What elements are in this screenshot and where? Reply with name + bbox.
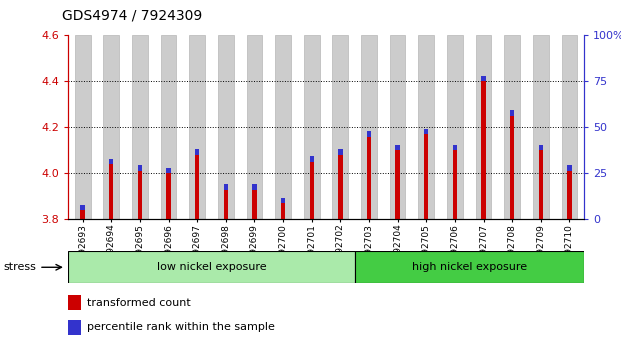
Bar bbox=[390, 35, 406, 219]
Bar bbox=[396, 150, 400, 219]
Bar bbox=[453, 145, 457, 150]
Bar bbox=[109, 159, 114, 164]
Bar bbox=[218, 35, 233, 219]
Text: high nickel exposure: high nickel exposure bbox=[412, 262, 527, 272]
Bar bbox=[538, 145, 543, 150]
Bar bbox=[281, 204, 285, 219]
Bar bbox=[504, 35, 520, 219]
Text: low nickel exposure: low nickel exposure bbox=[156, 262, 266, 272]
Bar bbox=[68, 295, 81, 310]
Bar bbox=[332, 35, 348, 219]
Bar bbox=[81, 210, 85, 219]
Bar bbox=[103, 35, 119, 219]
Bar bbox=[252, 190, 256, 219]
Bar bbox=[138, 165, 142, 171]
Bar bbox=[166, 173, 171, 219]
Bar bbox=[533, 35, 549, 219]
Bar bbox=[304, 35, 320, 219]
Bar bbox=[189, 35, 205, 219]
Bar bbox=[367, 131, 371, 137]
Bar bbox=[361, 35, 377, 219]
Text: GDS4974 / 7924309: GDS4974 / 7924309 bbox=[62, 9, 202, 23]
Bar bbox=[195, 155, 199, 219]
Bar bbox=[247, 35, 262, 219]
Bar bbox=[275, 35, 291, 219]
Bar bbox=[567, 171, 571, 219]
Bar bbox=[138, 171, 142, 219]
Bar bbox=[224, 190, 228, 219]
Bar bbox=[338, 155, 343, 219]
Bar bbox=[132, 35, 148, 219]
Bar bbox=[538, 150, 543, 219]
Bar bbox=[81, 205, 85, 210]
Bar bbox=[476, 35, 491, 219]
Bar bbox=[161, 35, 176, 219]
Bar bbox=[567, 165, 571, 171]
Bar bbox=[338, 149, 343, 155]
Bar bbox=[510, 116, 514, 219]
Bar bbox=[447, 35, 463, 219]
Bar bbox=[481, 76, 486, 81]
Bar bbox=[68, 320, 81, 335]
Bar bbox=[309, 162, 314, 219]
Bar bbox=[424, 135, 428, 219]
Text: percentile rank within the sample: percentile rank within the sample bbox=[87, 322, 274, 332]
Bar bbox=[252, 184, 256, 190]
Bar bbox=[396, 145, 400, 150]
Bar bbox=[195, 149, 199, 155]
Bar bbox=[309, 156, 314, 162]
Bar bbox=[224, 184, 228, 190]
Bar bbox=[166, 168, 171, 173]
Bar bbox=[355, 251, 584, 283]
Bar bbox=[68, 251, 355, 283]
Text: stress: stress bbox=[3, 262, 36, 272]
Bar bbox=[419, 35, 434, 219]
Bar bbox=[367, 137, 371, 219]
Bar bbox=[561, 35, 578, 219]
Bar bbox=[481, 81, 486, 219]
Bar bbox=[453, 150, 457, 219]
Bar bbox=[75, 35, 91, 219]
Bar bbox=[424, 129, 428, 135]
Bar bbox=[109, 164, 114, 219]
Text: transformed count: transformed count bbox=[87, 298, 191, 308]
Bar bbox=[510, 110, 514, 116]
Bar bbox=[281, 198, 285, 204]
